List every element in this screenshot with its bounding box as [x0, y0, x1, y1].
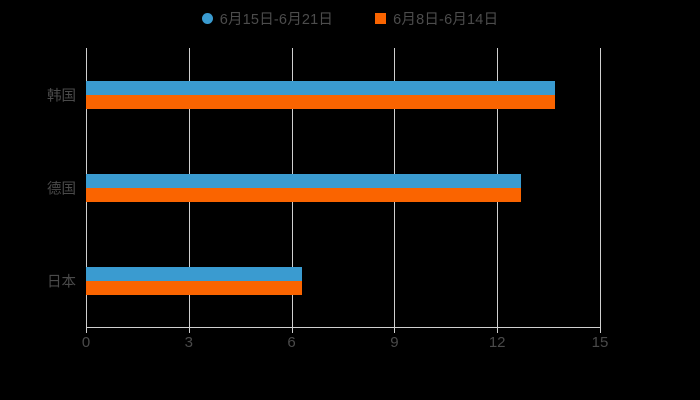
x-tick-mark	[291, 328, 293, 333]
x-gridline	[600, 48, 601, 327]
x-axis-line	[86, 327, 601, 328]
legend-label-series-2: 6月8日-6月14日	[393, 11, 499, 28]
bar-series-1[interactable]	[86, 173, 522, 188]
x-tick-label: 12	[488, 334, 506, 351]
legend-swatch-circle-icon	[201, 12, 213, 24]
bar-series-1[interactable]	[86, 266, 302, 281]
y-axis-label: 韩国	[47, 88, 76, 104]
bar-series-2[interactable]	[86, 94, 556, 109]
x-tick-label: 3	[184, 334, 193, 351]
x-tick-label: 9	[390, 334, 399, 351]
y-axis-label: 日本	[47, 274, 76, 290]
x-tick-label: 6	[287, 334, 296, 351]
x-tick-mark	[600, 328, 601, 333]
y-axis-label: 德国	[47, 181, 76, 197]
x-tick-mark	[497, 328, 499, 333]
legend-item-series-1[interactable]: 6月15日-6月21日	[201, 8, 334, 29]
bar-series-2[interactable]	[86, 280, 302, 295]
x-tick-label: 0	[81, 334, 91, 351]
x-tick-label: 15	[591, 334, 609, 351]
x-tick-mark	[86, 328, 87, 333]
chart-legend: 6月15日-6月21日 6月8日-6月14日	[0, 6, 700, 30]
legend-swatch-square-icon	[375, 12, 387, 24]
legend-label-series-1: 6月15日-6月21日	[219, 11, 334, 28]
legend-item-series-2[interactable]: 6月8日-6月14日	[375, 8, 498, 29]
plot-area	[86, 48, 601, 327]
y-axis-category-labels: 韩国 德国 日本	[0, 0, 76, 400]
bar-series-2[interactable]	[86, 187, 522, 202]
x-tick-mark	[188, 328, 190, 333]
bar-series-1[interactable]	[86, 80, 556, 95]
x-tick-mark	[394, 328, 396, 333]
